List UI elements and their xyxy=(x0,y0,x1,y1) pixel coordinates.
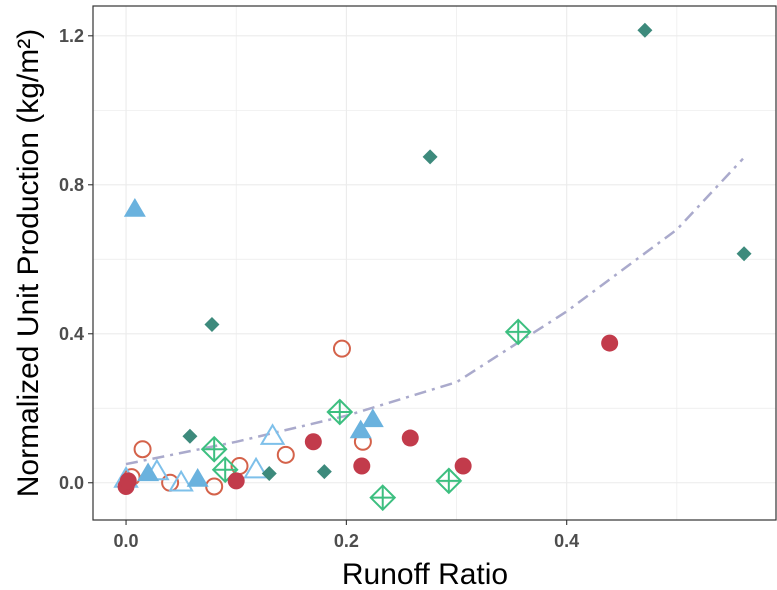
points-group xyxy=(113,22,752,512)
data-point-filled-diamond xyxy=(422,149,438,165)
x-tick-label: 0.2 xyxy=(334,531,359,551)
data-point-filled-circle xyxy=(454,457,472,475)
data-point-crossed-diamond xyxy=(369,484,397,512)
data-point-open-circle xyxy=(332,339,351,358)
x-tick-label: 0.4 xyxy=(554,531,579,551)
data-point-filled-diamond xyxy=(736,246,752,262)
trend-line xyxy=(125,157,744,466)
data-point-crossed-diamond xyxy=(504,318,532,346)
y-tick-label: 1.2 xyxy=(59,26,84,46)
data-point-open-circle xyxy=(133,440,152,459)
y-tick-label: 0.0 xyxy=(59,473,84,493)
data-point-crossed-diamond xyxy=(211,456,239,484)
x-tick-label: 0.0 xyxy=(114,531,139,551)
x-axis: 0.0 0.2 0.4 xyxy=(114,520,579,551)
y-tick-label: 0.8 xyxy=(59,175,84,195)
data-point-filled-triangle xyxy=(137,462,160,482)
data-point-filled-diamond xyxy=(637,22,653,38)
y-tick-label: 0.4 xyxy=(59,324,84,344)
trend-line-group xyxy=(125,157,744,466)
data-point-filled-circle xyxy=(119,472,137,490)
data-point-filled-diamond xyxy=(204,316,220,332)
data-point-filled-circle xyxy=(601,334,619,352)
data-point-filled-circle xyxy=(353,457,371,475)
data-point-filled-circle xyxy=(304,433,322,451)
data-point-filled-circle xyxy=(227,472,245,490)
data-point-filled-triangle xyxy=(123,197,146,217)
data-point-open-circle xyxy=(205,477,224,496)
data-point-open-circle xyxy=(276,445,295,464)
grid xyxy=(93,6,776,520)
data-point-filled-circle xyxy=(401,429,419,447)
data-point-filled-triangle xyxy=(186,468,209,487)
data-point-open-triangle xyxy=(243,456,269,479)
data-point-crossed-diamond xyxy=(200,435,228,463)
data-point-filled-diamond xyxy=(316,464,332,480)
data-point-crossed-diamond xyxy=(326,398,354,426)
y-axis-title: Normalized Unit Production (kg/m²) xyxy=(12,29,45,497)
x-axis-title: Runoff Ratio xyxy=(342,558,508,590)
data-point-filled-triangle xyxy=(349,419,372,439)
data-point-crossed-diamond xyxy=(435,467,463,495)
data-point-filled-triangle xyxy=(361,408,384,428)
data-point-filled-diamond xyxy=(261,465,277,481)
data-point-open-triangle xyxy=(168,469,194,492)
data-point-filled-diamond xyxy=(182,428,198,444)
data-point-open-triangle xyxy=(259,423,286,445)
y-axis: 0.0 0.4 0.8 1.2 xyxy=(59,26,93,493)
plot-panel-border xyxy=(92,5,777,521)
